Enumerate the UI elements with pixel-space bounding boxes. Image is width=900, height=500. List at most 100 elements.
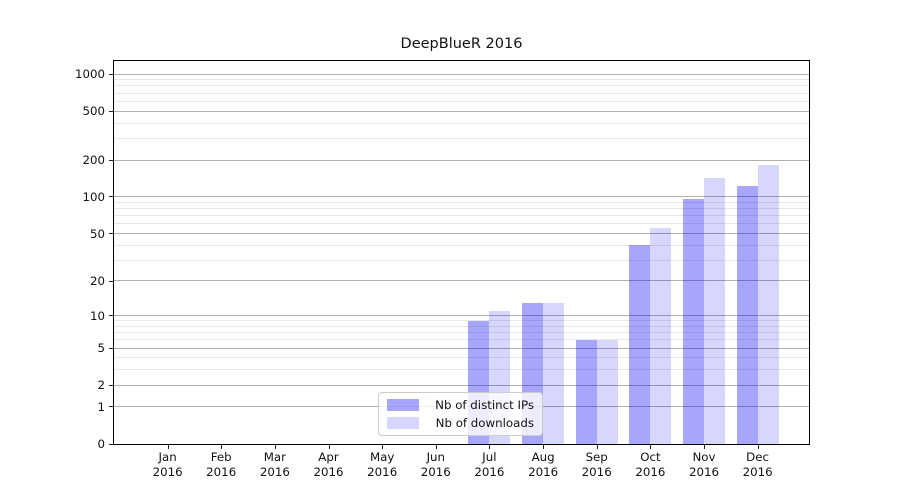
- bar-nb-of-downloads-aug-2016: [543, 302, 565, 444]
- bar-nb-of-downloads-sep-2016: [596, 339, 618, 444]
- y-gridline-major: [114, 73, 809, 75]
- y-tick: [109, 280, 113, 282]
- chart-title: DeepBlueR 2016: [400, 36, 523, 52]
- x-tick: [543, 445, 545, 449]
- y-tick-label: 5: [97, 341, 105, 356]
- bar-nb-of-downloads-dec-2016: [757, 165, 779, 444]
- y-gridline-major: [114, 280, 809, 282]
- x-tick-year: 2016: [635, 465, 666, 479]
- y-tick-label: 0: [97, 437, 105, 451]
- x-tick-year: 2016: [367, 465, 398, 479]
- x-tick-month: Oct: [640, 450, 661, 464]
- y-tick: [109, 196, 113, 198]
- x-tick-month: Apr: [318, 450, 339, 464]
- x-tick-year: 2016: [688, 465, 720, 479]
- x-tick-month: Dec: [746, 450, 769, 464]
- y-gridline-major: [114, 196, 809, 198]
- x-tick-label: Feb 2016: [189, 450, 253, 480]
- y-gridline-major: [114, 347, 809, 349]
- x-tick: [221, 445, 223, 449]
- x-tick-year: 2016: [420, 465, 451, 479]
- y-tick-label: 2: [97, 378, 105, 393]
- x-tick-year: 2016: [313, 465, 344, 479]
- y-gridline-major: [114, 159, 809, 161]
- y-tick: [109, 384, 113, 386]
- x-tick-label: Nov 2016: [672, 450, 736, 480]
- legend-entry-downloads: Nb of downloads: [387, 416, 534, 430]
- x-tick-month: Jan: [158, 450, 177, 464]
- y-gridline-minor: [114, 223, 809, 225]
- y-gridline-minor: [114, 137, 809, 139]
- x-tick: [704, 445, 705, 449]
- x-tick-month: Aug: [531, 450, 555, 464]
- x-tick-year: 2016: [528, 465, 559, 479]
- x-tick-year: 2016: [742, 465, 773, 479]
- x-tick-month: Jun: [426, 450, 446, 464]
- x-tick-label: Apr 2016: [297, 450, 361, 480]
- y-gridline-major: [114, 110, 809, 112]
- y-gridline-major: [114, 384, 809, 386]
- x-tick-year: 2016: [206, 465, 237, 479]
- y-gridline-minor: [114, 357, 809, 359]
- legend: Nb of distinct IPs Nb of downloads: [378, 392, 543, 436]
- y-gridline-minor: [114, 332, 809, 334]
- x-tick-label: Oct 2016: [618, 450, 682, 480]
- legend-entry-distinct-ips: Nb of distinct IPs: [387, 398, 534, 412]
- y-tick-label: 20: [89, 274, 105, 288]
- y-gridline-minor: [114, 79, 809, 81]
- y-gridline-minor: [114, 325, 809, 327]
- x-tick-month: Sep: [585, 450, 608, 464]
- plot-area: [113, 60, 810, 445]
- bar-nb-of-downloads-nov-2016: [704, 178, 725, 444]
- y-tick-label: 1000: [74, 67, 105, 81]
- bar-nb-of-downloads-oct-2016: [650, 227, 672, 444]
- bar-nb-of-distinct-ips-nov-2016: [683, 199, 704, 444]
- x-tick: [435, 445, 437, 449]
- x-tick-month: May: [369, 450, 395, 464]
- y-tick-label: 100: [82, 189, 105, 204]
- bar-nb-of-distinct-ips-oct-2016: [629, 245, 651, 444]
- x-tick-month: Nov: [692, 450, 716, 464]
- y-tick-label: 200: [82, 153, 105, 167]
- x-tick: [757, 445, 759, 449]
- y-tick: [109, 159, 113, 161]
- x-tick: [650, 445, 652, 449]
- legend-label-downloads: Nb of downloads: [435, 416, 534, 430]
- y-gridline-minor: [114, 201, 809, 203]
- y-gridline-minor: [114, 122, 809, 124]
- x-tick-year: 2016: [152, 465, 183, 479]
- y-gridline-minor: [114, 244, 809, 246]
- y-gridline-minor: [114, 208, 809, 210]
- x-tick-year: 2016: [581, 465, 612, 479]
- y-tick-label: 10: [89, 308, 105, 323]
- y-tick: [109, 233, 113, 234]
- bar-nb-of-distinct-ips-dec-2016: [736, 185, 758, 444]
- x-tick-label: Mar 2016: [243, 450, 307, 480]
- y-gridline-minor: [114, 339, 809, 341]
- legend-swatch-distinct-ips-icon: [387, 399, 419, 411]
- x-tick-month: Mar: [263, 450, 287, 464]
- y-tick: [109, 443, 113, 445]
- y-tick-label: 1: [97, 399, 105, 414]
- y-gridline-major: [114, 315, 809, 317]
- x-tick-label: Jul 2016: [457, 450, 521, 480]
- legend-swatch-downloads-icon: [387, 417, 419, 429]
- y-gridline-minor: [114, 215, 809, 217]
- y-tick: [109, 406, 113, 408]
- x-tick: [167, 445, 169, 449]
- y-tick-label: 50: [89, 226, 105, 241]
- x-tick-month: Jul: [482, 450, 497, 464]
- x-tick-label: Sep 2016: [565, 450, 629, 480]
- y-tick-label: 500: [82, 104, 105, 119]
- y-gridline-minor: [114, 369, 809, 371]
- x-tick-label: Aug 2016: [511, 450, 575, 480]
- y-gridline-minor: [114, 100, 809, 102]
- x-tick-month: Feb: [210, 450, 232, 464]
- x-tick-label: Jan 2016: [136, 450, 200, 480]
- legend-label-distinct-ips: Nb of distinct IPs: [435, 398, 534, 412]
- x-tick-label: Jun 2016: [404, 450, 468, 480]
- y-gridline-major: [114, 232, 809, 234]
- y-tick: [109, 73, 113, 75]
- x-tick: [328, 445, 330, 449]
